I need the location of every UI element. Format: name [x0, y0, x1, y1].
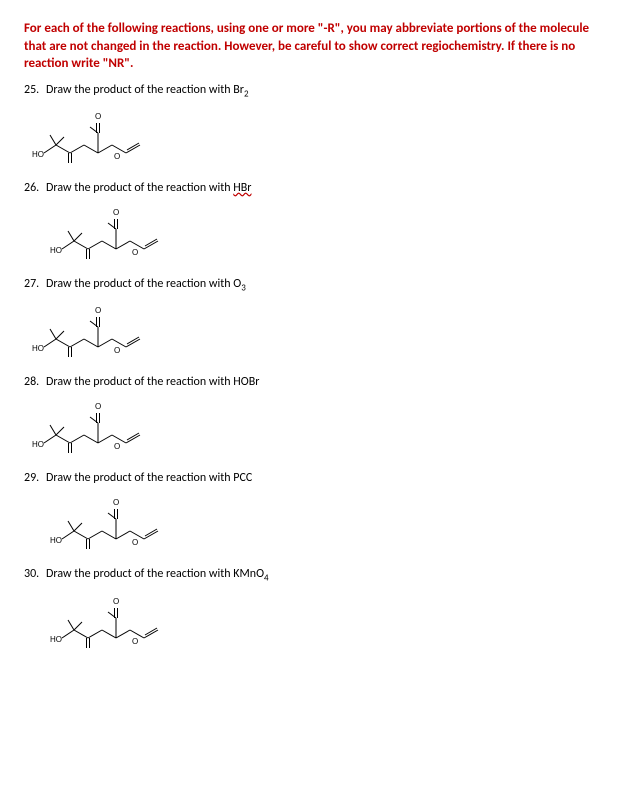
molecule-structure: HO O O	[32, 586, 605, 656]
svg-text:O: O	[113, 208, 119, 217]
question-prefix: Draw the product of the reaction with	[46, 567, 233, 581]
reagent-label: KMnO	[233, 567, 264, 581]
question-prefix: Draw the product of the reaction with	[46, 375, 233, 389]
svg-text:O: O	[113, 597, 119, 606]
questions-list: 25.Draw the product of the reaction with…	[24, 83, 605, 656]
svg-text:O: O	[132, 248, 138, 257]
question-text: 25.Draw the product of the reaction with…	[24, 83, 605, 99]
svg-text:HO: HO	[32, 150, 44, 159]
reagent-label: HOBr	[233, 375, 259, 389]
question-text: 29.Draw the product of the reaction with…	[24, 471, 605, 485]
question-number: 28.	[24, 375, 46, 389]
svg-text:O: O	[95, 112, 101, 121]
question-prefix: Draw the product of the reaction with	[46, 181, 233, 195]
question: 30.Draw the product of the reaction with…	[24, 567, 605, 655]
reagent-subscript: 3	[241, 282, 246, 293]
reagent-label: HBr	[233, 181, 251, 195]
molecule-structure: HO O O	[32, 295, 605, 365]
question-text: 26.Draw the product of the reaction with…	[24, 181, 605, 195]
question-number: 27.	[24, 277, 46, 291]
svg-text:O: O	[132, 637, 138, 646]
molecule-structure: HO O O	[32, 197, 605, 267]
molecule-structure: HO O O	[32, 487, 605, 557]
question-number: 25.	[24, 83, 46, 97]
svg-text:O: O	[95, 402, 101, 411]
svg-text:HO: HO	[50, 536, 62, 545]
question-text: 30.Draw the product of the reaction with…	[24, 567, 605, 583]
svg-text:O: O	[113, 498, 119, 507]
svg-text:O: O	[132, 538, 138, 547]
question: 26.Draw the product of the reaction with…	[24, 181, 605, 267]
question-number: 26.	[24, 181, 46, 195]
reagent-label: PCC	[233, 471, 252, 485]
svg-text:HO: HO	[32, 440, 44, 449]
question-prefix: Draw the product of the reaction with	[46, 471, 233, 485]
question-number: 30.	[24, 567, 46, 581]
molecule-structure: HO O O	[32, 391, 605, 461]
reagent-label: Br	[233, 83, 244, 97]
svg-text:HO: HO	[32, 344, 44, 353]
svg-text:O: O	[114, 152, 120, 161]
svg-text:HO: HO	[50, 635, 62, 644]
instructions-text: For each of the following reactions, usi…	[24, 20, 605, 73]
molecule-structure: HO O O	[32, 101, 605, 171]
question: 29.Draw the product of the reaction with…	[24, 471, 605, 557]
question-text: 27.Draw the product of the reaction with…	[24, 277, 605, 293]
svg-text:O: O	[114, 346, 120, 355]
svg-text:O: O	[95, 306, 101, 315]
question-prefix: Draw the product of the reaction with	[46, 277, 233, 291]
question-number: 29.	[24, 471, 46, 485]
question: 25.Draw the product of the reaction with…	[24, 83, 605, 171]
question: 27.Draw the product of the reaction with…	[24, 277, 605, 365]
question: 28.Draw the product of the reaction with…	[24, 375, 605, 461]
question-prefix: Draw the product of the reaction with	[46, 83, 233, 97]
question-text: 28.Draw the product of the reaction with…	[24, 375, 605, 389]
svg-text:HO: HO	[50, 246, 62, 255]
reagent-subscript: 2	[244, 88, 249, 99]
reagent-subscript: 4	[264, 573, 269, 584]
svg-text:O: O	[114, 442, 120, 451]
